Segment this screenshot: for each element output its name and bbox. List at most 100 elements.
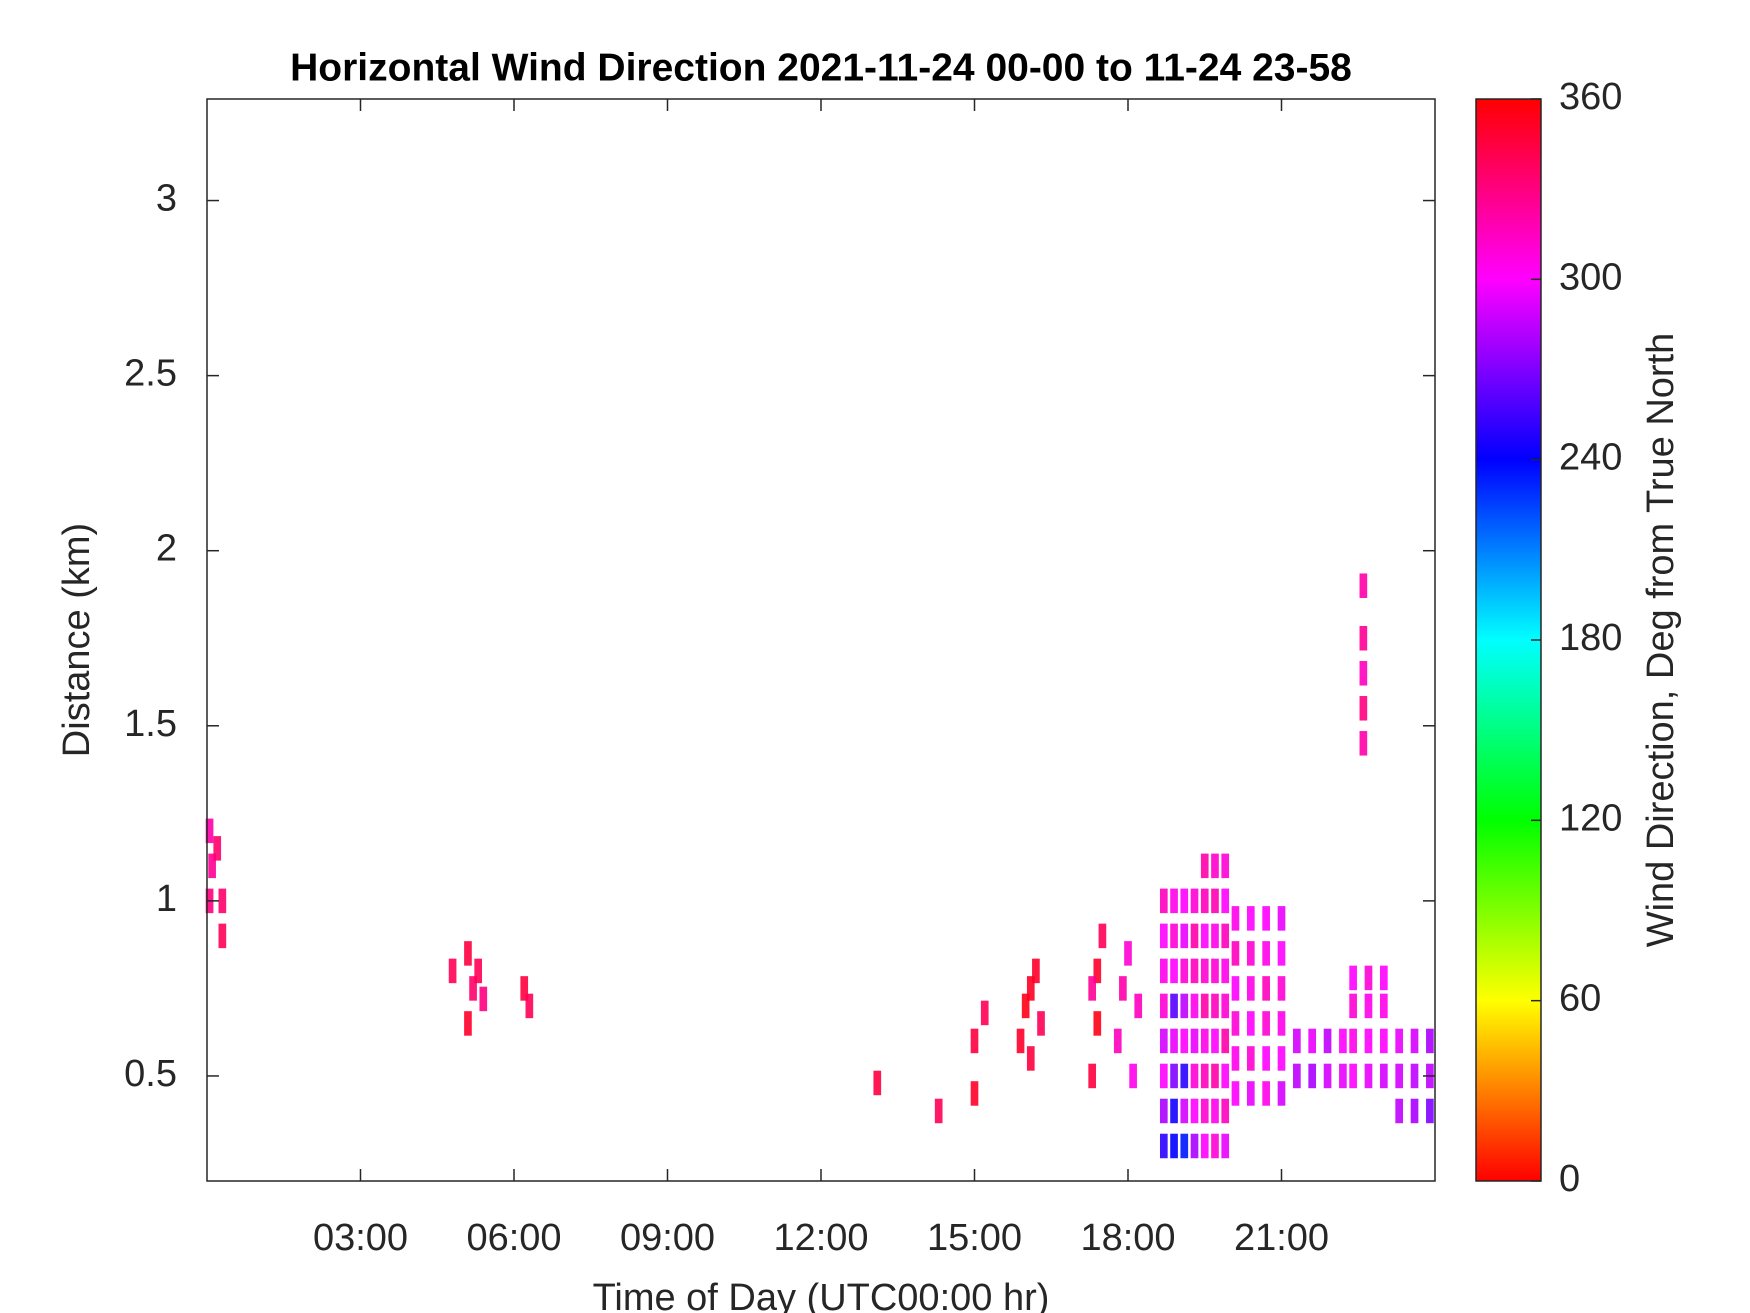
- heatmap-cell: [1170, 1098, 1178, 1124]
- heatmap-cell: [1262, 941, 1270, 966]
- heatmap-cell: [1180, 993, 1189, 1019]
- heatmap-cell: [1159, 993, 1168, 1019]
- heatmap-cell: [1221, 888, 1230, 914]
- heatmap-cell: [1262, 906, 1270, 931]
- heatmap-cell: [1200, 888, 1209, 914]
- heatmap-cell: [1379, 1063, 1388, 1089]
- colorbar-label: Wind Direction, Deg from True North: [1640, 333, 1682, 948]
- y-tick-label: 1: [156, 878, 177, 920]
- heatmap-cell: [1159, 1098, 1168, 1124]
- heatmap-cell: [1359, 625, 1368, 651]
- heatmap-cell: [1170, 923, 1178, 949]
- heatmap-cell: [1170, 993, 1178, 1019]
- heatmap-cell: [1221, 923, 1230, 949]
- heatmap-cell: [1426, 1028, 1434, 1054]
- heatmap-cell: [1211, 1063, 1219, 1089]
- heatmap-cell: [1159, 923, 1168, 949]
- colorbar-tick-label: 180: [1559, 617, 1622, 659]
- heatmap-cell: [1200, 1133, 1209, 1159]
- x-tick-label: 03:00: [313, 1217, 408, 1259]
- heatmap-cell: [1339, 1028, 1347, 1054]
- heatmap-cell: [1021, 993, 1030, 1019]
- colorbar-tick-label: 120: [1559, 797, 1622, 839]
- heatmap-cell: [1349, 965, 1357, 991]
- heatmap-cell: [1231, 1011, 1240, 1036]
- chart-title: Horizontal Wind Direction 2021-11-24 00-…: [290, 46, 1352, 89]
- heatmap-cell: [1180, 1133, 1189, 1159]
- heatmap-cell: [1093, 958, 1102, 984]
- heatmap-cell: [1293, 1063, 1301, 1089]
- heatmap-cell: [1159, 1133, 1168, 1159]
- heatmap-cell: [1026, 1046, 1035, 1071]
- heatmap-cell: [1211, 1028, 1219, 1054]
- heatmap-cell: [1159, 1063, 1168, 1089]
- colorbar-tick-label: 360: [1559, 76, 1622, 118]
- heatmap-cell: [970, 1081, 979, 1106]
- heatmap-cell: [1349, 993, 1357, 1019]
- heatmap-cell: [218, 888, 227, 914]
- heatmap-cell: [1277, 906, 1286, 931]
- heatmap-cell: [1159, 1028, 1168, 1054]
- heatmap-cell: [1037, 1011, 1045, 1036]
- heatmap-cell: [970, 1028, 979, 1054]
- heatmap-cell: [1221, 853, 1230, 879]
- heatmap-cell: [1426, 1098, 1434, 1124]
- heatmap-cell: [1395, 1028, 1404, 1054]
- heatmap-cell: [1190, 888, 1199, 914]
- heatmap-cell: [1231, 1046, 1240, 1071]
- y-axis-label: Distance (km): [56, 523, 98, 757]
- heatmap-cell: [1134, 993, 1143, 1019]
- heatmap-cell: [1231, 1081, 1240, 1106]
- heatmap-cell: [1119, 976, 1127, 1001]
- heatmap-cell: [1113, 1028, 1122, 1054]
- heatmap-cell: [1180, 958, 1189, 984]
- heatmap-cell: [1349, 1063, 1357, 1089]
- heatmap-cell: [520, 976, 529, 1001]
- y-tick-label: 3: [156, 178, 177, 220]
- heatmap-cell: [1221, 1063, 1230, 1089]
- heatmap-cell: [934, 1098, 943, 1124]
- heatmap-cell: [1170, 888, 1178, 914]
- heatmap-cell: [1410, 1098, 1419, 1124]
- heatmap-cell: [1262, 1046, 1270, 1071]
- heatmap-cell: [1308, 1028, 1317, 1054]
- heatmap-cell: [1323, 1028, 1332, 1054]
- heatmap-cell: [1190, 958, 1199, 984]
- heatmap-cell: [1359, 573, 1368, 598]
- heatmap-cell: [1379, 1028, 1388, 1054]
- heatmap-cell: [479, 986, 488, 1012]
- y-tick-label: 2: [156, 528, 177, 570]
- heatmap-cell: [1349, 1028, 1357, 1054]
- heatmap-cell: [1246, 1011, 1255, 1036]
- heatmap-cell: [1246, 906, 1255, 931]
- heatmap-cell: [1262, 1081, 1270, 1106]
- heatmap-cell: [1359, 661, 1368, 686]
- x-tick-label: 21:00: [1234, 1217, 1329, 1259]
- heatmap-cell: [1129, 1063, 1137, 1089]
- heatmap-cell: [1293, 1028, 1301, 1054]
- heatmap-cell: [980, 1000, 989, 1026]
- heatmap-cell: [1190, 1028, 1199, 1054]
- heatmap-cell: [1211, 1098, 1219, 1124]
- heatmap-cell: [1246, 941, 1255, 966]
- heatmap-cell: [1277, 941, 1286, 966]
- heatmap-cell: [1098, 923, 1107, 949]
- heatmap-cell: [1200, 853, 1209, 879]
- heatmap-cell: [1170, 1063, 1178, 1089]
- heatmap-cell: [213, 836, 222, 861]
- heatmap-cell: [1200, 993, 1209, 1019]
- colorbar-tick-label: 300: [1559, 256, 1622, 298]
- heatmap-cell: [1211, 888, 1219, 914]
- heatmap-cell: [1410, 1028, 1419, 1054]
- heatmap-cell: [1211, 923, 1219, 949]
- y-tick-label: 1.5: [124, 703, 177, 745]
- heatmap-cell: [1359, 731, 1368, 756]
- y-tick-label: 0.5: [124, 1053, 177, 1095]
- heatmap-cell: [1200, 1063, 1209, 1089]
- heatmap-cell: [218, 923, 227, 949]
- heatmap-cell: [1180, 888, 1189, 914]
- heatmap-cell: [1221, 958, 1230, 984]
- heatmap-cell: [1159, 888, 1168, 914]
- heatmap-cell: [1231, 976, 1240, 1001]
